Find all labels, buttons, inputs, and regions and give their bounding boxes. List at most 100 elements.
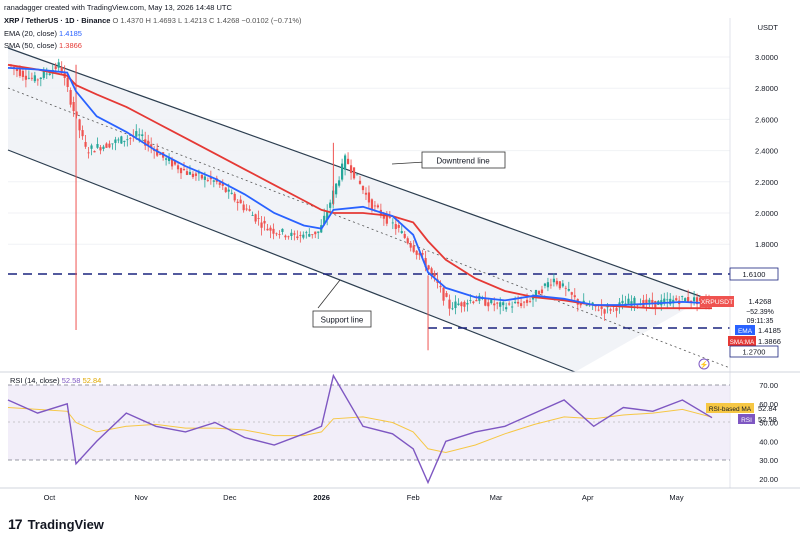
candle-body [93,150,96,153]
change-text: −52.39% [746,309,774,316]
candle-body [445,293,448,297]
ema-tag-value: 1.4185 [758,326,781,335]
candle-body [66,77,69,87]
candle-body [439,285,442,288]
candle-body [669,298,672,305]
candle-body [382,214,385,219]
candle-body [224,187,227,192]
candle-body [424,258,427,268]
candle-body [630,301,633,306]
candle-body [528,301,532,302]
candle-body [72,101,75,112]
candle-body [540,289,544,294]
candle-body [299,235,302,236]
candles [9,58,711,351]
time-tick-label: Feb [407,493,420,502]
candle-body [15,67,19,72]
candle-body [200,174,203,179]
time-tick-label: Apr [582,493,594,502]
sma-tag [728,336,756,346]
candle-body [194,173,198,176]
candle-body [469,300,472,301]
candle-body [305,232,308,234]
candle-body [543,283,547,286]
candle-body [78,119,81,131]
candle-body [666,299,669,301]
candle-body [499,302,502,307]
candle-body [278,234,281,235]
candle-body [170,159,174,167]
candle-body [18,69,22,76]
tradingview-logo-icon: 17 [8,516,23,532]
candle-body [487,302,490,307]
candle-body [60,67,63,74]
rsi-ma-tag-value: 52.84 [758,404,777,413]
rsi-ma-tag-text: RSI-based MA [709,406,752,413]
downtrend-callout-text: Downtrend line [436,157,490,166]
rsi-line [7,373,713,485]
candle-body [615,308,618,311]
candle-body [251,215,254,216]
candle-body [561,283,564,287]
candle-body [570,292,573,295]
candle-body [102,146,105,149]
ema-line [7,67,713,306]
candle-body [45,73,48,75]
candle-body [284,235,287,238]
candle-body [466,302,469,305]
candle-body [343,155,347,170]
candle-body [57,62,60,68]
candle-body [534,290,538,296]
candle-body [323,215,326,225]
candle-body [96,144,99,148]
candle-body [266,228,269,231]
candle-body [549,284,553,286]
downtrend-callout-box [421,151,506,169]
candle-body [111,143,114,145]
candle-body [546,282,550,288]
candle-body [681,296,684,297]
candle-body [257,218,260,219]
candle-body [391,222,394,224]
candle-body [36,79,39,81]
candle-body [522,301,526,303]
candle-body [290,232,293,237]
alert-icon[interactable] [698,358,710,370]
candle-body [567,289,570,291]
candle-body [221,183,224,186]
countdown-text: 09:11:35 [747,318,774,325]
candle-body [472,301,475,303]
candle-body [397,225,400,228]
candle-body [230,192,233,194]
candle-body [627,298,630,304]
candle-body [272,228,275,234]
price-axis-ticks: 3.0000 2.8000 2.6000 2.4000 2.2000 2.0000 1.80… [755,53,778,249]
rsi-tick-label: 20.00 [759,475,778,484]
tradingview-logo[interactable]: 17 TradingView [8,516,104,532]
candle-body [206,179,209,181]
candle-body [355,174,359,176]
candle-body [24,75,27,80]
candle-body [263,220,266,224]
candle-body [311,234,314,236]
candle-body [695,297,699,305]
candle-body [430,268,433,274]
candle-body [585,304,588,306]
candle-body [159,154,162,156]
candle-body [537,291,541,295]
candle-body [90,145,93,149]
candle-body [245,208,248,210]
candle-body [636,304,639,306]
candle-body [209,176,212,180]
candle-body [212,180,215,182]
candle-body [448,299,451,309]
symbol-tag [700,296,734,307]
downtrend-callout-arrow [391,161,426,165]
candle-body [385,213,388,224]
time-tick-label: Mar [490,493,503,502]
candle-body [460,302,463,307]
rsi-tag-text: RSI [741,417,752,424]
candle-body [165,158,168,160]
alert-icon-glyph: ⚡ [700,360,709,369]
